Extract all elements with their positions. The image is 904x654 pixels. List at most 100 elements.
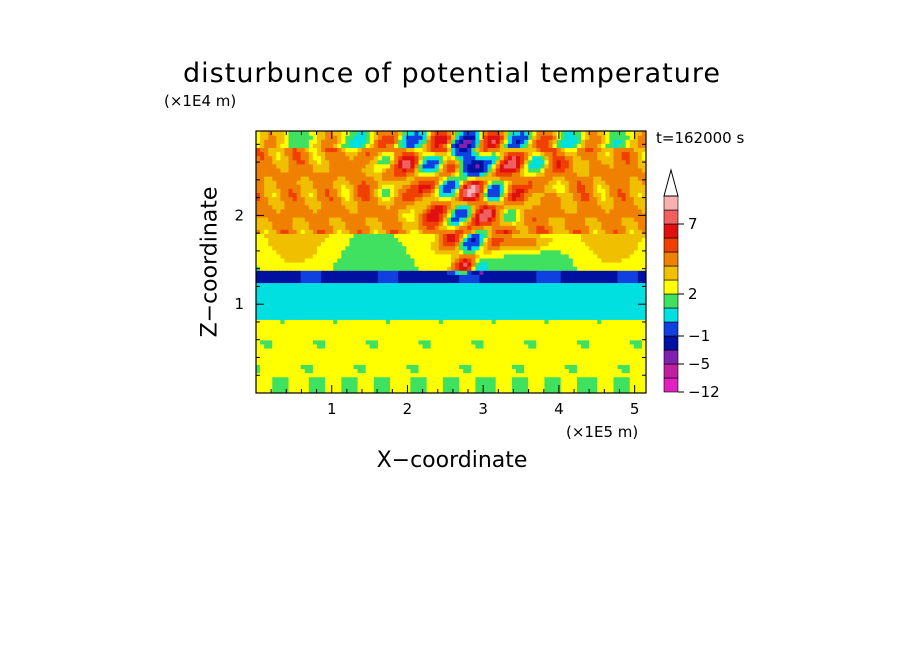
contour-cell <box>597 241 602 247</box>
contour-cell <box>268 216 273 222</box>
contour-cell <box>268 262 273 267</box>
contour-cell <box>483 184 489 189</box>
contour-cell <box>341 335 346 341</box>
contour-cell <box>304 274 310 279</box>
contour-cell <box>333 311 338 316</box>
contour-cell <box>353 180 359 185</box>
contour-cell <box>422 368 428 374</box>
contour-cell <box>520 233 525 239</box>
contour-cell <box>373 233 379 239</box>
contour-cell <box>621 253 627 259</box>
contour-cell <box>422 290 428 296</box>
contour-cell <box>312 360 318 365</box>
contour-cell <box>609 347 615 353</box>
contour-cell <box>471 331 476 337</box>
contour-cell <box>296 204 302 210</box>
contour-cell <box>617 384 623 390</box>
contour-cell <box>625 221 631 226</box>
contour-cell <box>256 237 261 243</box>
contour-cell <box>552 196 558 202</box>
contour-cell <box>507 200 513 206</box>
contour-cell <box>406 188 411 194</box>
contour-cell <box>260 257 265 263</box>
contour-cell <box>613 192 619 198</box>
contour-cell <box>345 266 351 271</box>
contour-cell <box>641 237 646 243</box>
contour-cell <box>300 225 306 230</box>
contour-cell <box>540 323 546 329</box>
contour-cell <box>459 294 464 300</box>
contour-cell <box>463 327 468 333</box>
contour-cell <box>560 266 566 271</box>
contour-cell <box>641 311 646 316</box>
contour-cell <box>540 262 546 267</box>
contour-cell <box>548 241 554 247</box>
contour-cell <box>333 343 338 349</box>
contour-cell <box>491 257 497 263</box>
contour-cell <box>516 262 521 267</box>
contour-cell <box>442 184 448 189</box>
contour-cell <box>499 278 505 284</box>
contour-cell <box>463 360 468 365</box>
contour-cell <box>390 225 395 230</box>
contour-cell <box>572 208 578 214</box>
contour-cell <box>438 200 444 206</box>
contour-cell <box>414 180 420 185</box>
contour-cell <box>593 200 598 206</box>
contour-cell <box>268 372 273 378</box>
contour-cell <box>548 253 554 259</box>
contour-cell <box>597 270 602 275</box>
contour-cell <box>463 229 468 234</box>
contour-cell <box>357 180 363 185</box>
contour-cell <box>576 319 582 325</box>
contour-cell <box>572 380 578 386</box>
contour-cell <box>451 274 456 279</box>
contour-cell <box>491 249 497 255</box>
contour-cell <box>357 290 363 296</box>
contour-cell <box>467 388 472 393</box>
contour-cell <box>337 262 342 267</box>
contour-cell <box>625 388 631 393</box>
contour-cell <box>381 216 387 222</box>
contour-cell <box>300 307 306 312</box>
contour-cell <box>536 245 541 251</box>
contour-cell <box>459 360 464 365</box>
contour-cell <box>451 257 456 263</box>
contour-cell <box>495 253 501 259</box>
contour-cell <box>316 192 322 198</box>
contour-cell <box>268 241 273 247</box>
contour-cell <box>276 229 281 234</box>
contour-cell <box>581 360 586 365</box>
contour-cell <box>272 380 277 386</box>
contour-cell <box>633 225 639 230</box>
contour-cell <box>576 298 582 304</box>
contour-cell <box>276 253 281 259</box>
contour-cell <box>528 384 533 390</box>
contour-cell <box>479 380 485 386</box>
contour-cell <box>483 225 489 230</box>
contour-cell <box>280 192 286 198</box>
contour-cell <box>536 192 541 198</box>
contour-cell <box>316 290 322 296</box>
contour-cell <box>532 233 537 239</box>
contour-cell <box>483 249 489 255</box>
contour-cell <box>621 294 627 300</box>
contour-cell <box>268 192 273 198</box>
contour-cell <box>459 274 464 279</box>
contour-cell <box>333 229 338 234</box>
contour-cell <box>564 204 570 210</box>
contour-cell <box>548 302 554 308</box>
contour-cell <box>507 380 513 386</box>
contour-cell <box>406 266 411 271</box>
contour-cell <box>572 298 578 304</box>
contour-cell <box>475 380 481 386</box>
contour-cell <box>516 196 521 202</box>
contour-cell <box>451 286 456 292</box>
contour-cell <box>260 233 265 239</box>
contour-cell <box>402 298 407 304</box>
contour-cell <box>353 323 359 329</box>
contour-cell <box>446 356 452 361</box>
contour-cell <box>288 307 294 312</box>
contour-cell <box>609 196 615 202</box>
contour-cell <box>471 196 476 202</box>
